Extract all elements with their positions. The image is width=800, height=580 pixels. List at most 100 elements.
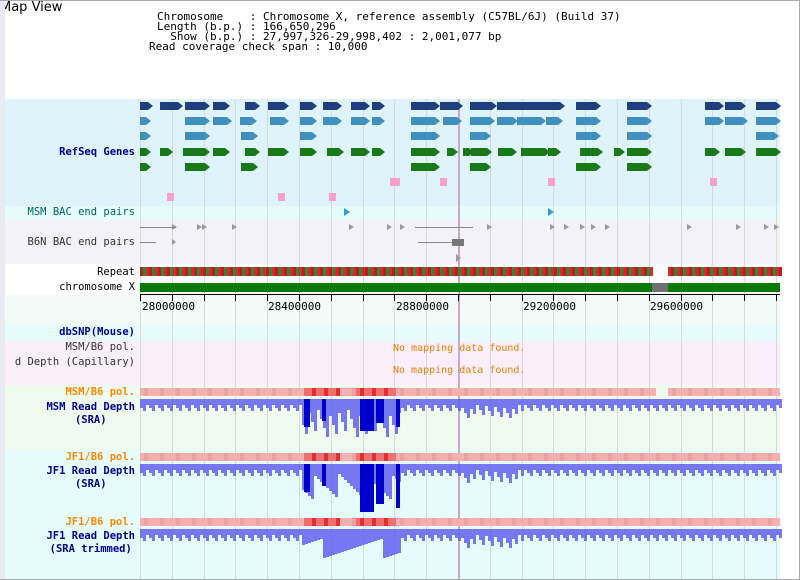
polarity-segment	[224, 453, 228, 461]
depth-bar	[653, 399, 656, 408]
track-label-msm-depth[interactable]: MSM Read Depth (SRA)	[46, 401, 135, 427]
center-line	[458, 99, 460, 579]
jf1-trimmed-line1: JF1 Read Depth	[46, 530, 135, 542]
depth-bar	[341, 529, 344, 552]
length-info: Length (b.p.) : 166,650,296	[157, 20, 336, 33]
depth-bar	[332, 464, 335, 494]
polarity-segment	[424, 453, 428, 461]
axis-tick	[776, 294, 777, 301]
grid-line	[204, 99, 205, 579]
polarity-segment	[512, 388, 516, 396]
depth-bar	[194, 399, 197, 408]
gene-arrow	[647, 132, 652, 140]
track-label-jf1-pol[interactable]: JF1/B6 pol.	[65, 451, 135, 463]
repeat-segment	[140, 267, 143, 276]
depth-peak	[360, 464, 374, 512]
gene-exon	[756, 102, 776, 110]
track-label-depth-capillary[interactable]: d Depth (Capillary)	[14, 356, 135, 368]
msm-depth-line1: MSM Read Depth	[46, 401, 135, 413]
polarity-segment	[764, 518, 768, 526]
depth-bar	[296, 529, 299, 541]
depth-bar	[230, 529, 233, 538]
polarity-segment	[736, 518, 740, 526]
axis-bg	[5, 295, 780, 325]
depth-bar	[587, 399, 590, 405]
polarity-segment	[168, 518, 172, 526]
grid-line	[299, 99, 300, 579]
depth-bar	[497, 464, 500, 477]
track-label-dbsnp[interactable]: dbSNP(Mouse)	[59, 326, 135, 338]
bac-link	[140, 242, 156, 243]
track-label-jf1-depth[interactable]: JF1 Read Depth (SRA)	[46, 465, 135, 491]
depth-bar	[182, 399, 185, 405]
polarity-segment	[356, 388, 360, 396]
depth-peak	[376, 464, 384, 504]
polarity-segment	[608, 388, 612, 396]
depth-bar	[317, 399, 320, 410]
polarity-segment	[740, 453, 744, 461]
depth-bar	[677, 464, 680, 470]
depth-bar	[569, 529, 572, 535]
depth-bar	[185, 399, 188, 408]
polarity-segment	[500, 453, 504, 461]
track-label-jf1-trimmed[interactable]: JF1 Read Depth (SRA trimmed)	[46, 530, 135, 556]
depth-bar	[551, 464, 554, 470]
depth-bar	[506, 464, 509, 478]
depth-bar	[155, 464, 158, 470]
depth-bar	[176, 399, 179, 408]
repeat-segment	[539, 267, 542, 276]
polarity-segment	[328, 518, 332, 526]
polarity-segment	[280, 388, 284, 396]
depth-bar	[584, 399, 587, 411]
depth-bar	[476, 529, 479, 535]
track-label-msm-pol[interactable]: MSM/B6 pol.	[65, 386, 135, 398]
polarity-segment	[404, 453, 408, 461]
depth-bar	[755, 399, 758, 411]
bac-link	[418, 242, 463, 243]
depth-bar	[599, 529, 602, 538]
gene-arrow	[146, 132, 151, 140]
polarity-segment	[568, 388, 572, 396]
depth-bar	[257, 399, 260, 408]
depth-bar	[299, 399, 302, 405]
repeat-segment	[206, 267, 209, 276]
track-label-chromosome[interactable]: chromosome X	[59, 281, 135, 293]
polarity-segment	[496, 518, 500, 526]
track-label-msm-bac[interactable]: MSM BAC end pairs	[27, 206, 135, 218]
repeat-segment	[695, 267, 698, 276]
depth-bar	[275, 399, 278, 408]
track-label-repeat[interactable]: Repeat	[97, 266, 135, 278]
polarity-segment	[312, 518, 316, 526]
polarity-segment	[716, 453, 720, 461]
polarity-segment	[308, 453, 312, 461]
depth-bar	[509, 399, 512, 418]
depth-bar	[743, 399, 746, 408]
depth-bar	[380, 529, 383, 539]
polarity-segment	[232, 453, 236, 461]
depth-bar	[428, 464, 431, 473]
gene-arrow	[512, 148, 517, 156]
depth-bar	[263, 464, 266, 470]
depth-bar	[326, 399, 329, 437]
polarity-segment	[472, 388, 476, 396]
gene-exon	[411, 148, 435, 156]
polarity-segment	[616, 388, 620, 396]
gene-arrow	[458, 102, 463, 110]
depth-bar	[440, 464, 443, 476]
track-label-jf1-pol-2[interactable]: JF1/B6 pol.	[65, 516, 135, 528]
chromosome-ideogram[interactable]	[528, 52, 696, 63]
depth-bar	[422, 399, 425, 411]
polarity-segment	[492, 388, 496, 396]
repeat-segment	[269, 267, 272, 276]
gene-arrow	[647, 148, 652, 156]
gene-arrow	[205, 132, 210, 140]
pink-marker	[710, 178, 717, 186]
track-label-msm-pol-capillary[interactable]: MSM/B6 pol.	[65, 341, 135, 353]
repeat-segment	[152, 267, 155, 276]
polarity-segment	[512, 518, 516, 526]
gene-arrow	[312, 148, 317, 156]
repeat-segment	[467, 267, 470, 276]
track-label-refseq[interactable]: RefSeq Genes	[59, 146, 135, 158]
track-label-b6n-bac[interactable]: B6N BAC end pairs	[27, 236, 135, 248]
